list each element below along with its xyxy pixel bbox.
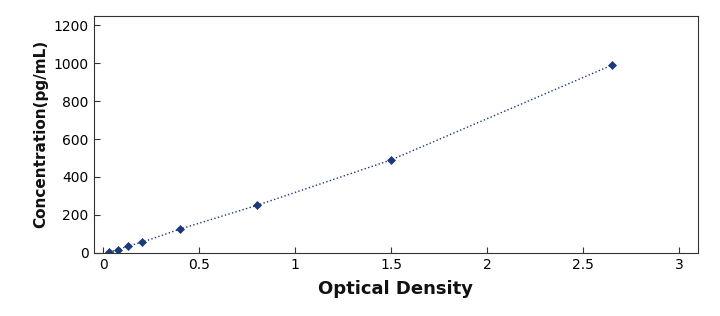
X-axis label: Optical Density: Optical Density (318, 280, 474, 298)
Y-axis label: Concentration(pg/mL): Concentration(pg/mL) (33, 40, 48, 228)
